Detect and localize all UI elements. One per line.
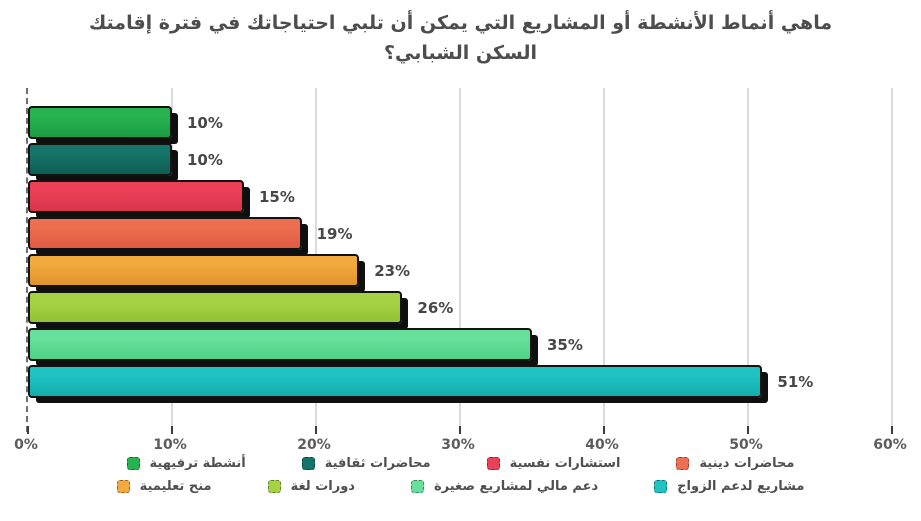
legend-swatch-icon xyxy=(486,457,500,470)
legend-item-0: أنشطة ترفيهية xyxy=(126,456,246,471)
x-axis-tick-30% xyxy=(459,426,461,434)
gridline-60% xyxy=(891,88,893,432)
bar-value-label-4: 23% xyxy=(374,262,411,280)
chart-title: ماهي أنماط الأنشطة أو المشاريع التي يمكن… xyxy=(0,8,921,69)
legend-item-2: استشارات نفسية xyxy=(486,456,621,471)
bar-1 xyxy=(28,143,172,176)
bar-2 xyxy=(28,180,244,213)
bar-value-label-0: 10% xyxy=(187,114,223,132)
legend-item-3: محاضرات دينية xyxy=(676,456,794,471)
plot-area: 10% 10% 15% 19% 23% 26% 35% 51% xyxy=(26,88,893,434)
x-axis-label-40%: 40% xyxy=(585,437,619,453)
legend-item-6: دعم مالي لمشاريع صغيرة xyxy=(410,479,599,494)
legend-row-1: أنشطة ترفيهية محاضرات ثقافية استشارات نفسي… xyxy=(0,456,921,471)
legend-swatch-icon xyxy=(116,480,130,493)
bar-value-label-6: 35% xyxy=(547,336,583,354)
bar-value-label-2: 15% xyxy=(259,188,295,206)
legend-item-4: منح تعليمية xyxy=(116,479,212,494)
x-axis-label-30%: 30% xyxy=(441,437,475,453)
legend-swatch-icon xyxy=(126,457,140,470)
bar-3 xyxy=(28,217,302,250)
bar-7 xyxy=(28,365,763,398)
legend-item-7: مشاريع لدعم الزواج xyxy=(654,479,804,494)
legend-label-0: أنشطة ترفيهية xyxy=(149,456,246,471)
bar-value-label-7: 51% xyxy=(777,373,814,391)
x-axis-label-0%: 0% xyxy=(14,437,38,453)
bar-0 xyxy=(28,106,172,139)
legend-label-7: مشاريع لدعم الزواج xyxy=(677,479,805,494)
legend-item-5: دورات لغة xyxy=(267,479,355,494)
gridline-30% xyxy=(459,88,461,432)
bar-6 xyxy=(28,328,532,361)
x-axis-label-60%: 60% xyxy=(873,437,907,453)
legend-label-1: محاضرات ثقافية xyxy=(324,456,431,471)
chart-title-line2: السكن الشبابي؟ xyxy=(384,42,537,65)
bar-value-label-5: 26% xyxy=(417,299,454,317)
x-axis-label-50%: 50% xyxy=(729,437,763,453)
gridline-50% xyxy=(747,88,749,432)
legend-row-2: منح تعليمية دورات لغة دعم مالي لمشاريع صغي… xyxy=(0,479,921,494)
x-axis-tick-0% xyxy=(27,426,29,434)
chart-title-line1: ماهي أنماط الأنشطة أو المشاريع التي يمكن… xyxy=(88,12,833,34)
x-axis-label-20%: 20% xyxy=(297,437,331,453)
legend-swatch-icon xyxy=(676,457,690,470)
x-axis-tick-40% xyxy=(603,426,605,434)
x-axis-tick-60% xyxy=(891,426,893,434)
legend-swatch-icon xyxy=(410,480,424,493)
legend-label-2: استشارات نفسية xyxy=(509,456,621,471)
x-axis-label-10%: 10% xyxy=(153,437,187,453)
legend-swatch-icon xyxy=(301,457,315,470)
gridline-40% xyxy=(603,88,605,432)
bar-value-label-3: 19% xyxy=(316,225,353,243)
x-axis-tick-50% xyxy=(747,426,749,434)
legend-label-3: محاضرات دينية xyxy=(699,456,795,471)
legend-label-4: منح تعليمية xyxy=(139,479,212,494)
legend-swatch-icon xyxy=(267,480,281,493)
legend-label-5: دورات لغة xyxy=(290,479,355,494)
bar-value-label-1: 10% xyxy=(187,151,223,169)
bar-4 xyxy=(28,254,360,287)
legend-item-1: محاضرات ثقافية xyxy=(301,456,431,471)
legend-swatch-icon xyxy=(654,480,668,493)
x-axis-tick-20% xyxy=(315,426,317,434)
bar-5 xyxy=(28,291,403,324)
x-axis-tick-10% xyxy=(171,426,173,434)
legend: أنشطة ترفيهية محاضرات ثقافية استشارات نفسي… xyxy=(0,456,921,502)
legend-label-6: دعم مالي لمشاريع صغيرة xyxy=(433,479,599,494)
